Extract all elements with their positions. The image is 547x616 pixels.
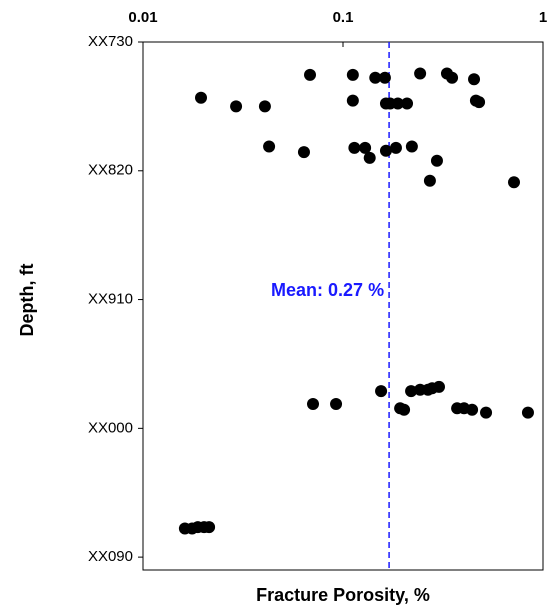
- plot-frame: [142, 41, 544, 571]
- data-point: [480, 406, 493, 419]
- data-point: [468, 73, 481, 86]
- data-point: [430, 154, 443, 167]
- y-tick-label: XX820: [88, 162, 133, 179]
- data-point: [297, 146, 310, 159]
- data-point: [466, 403, 479, 416]
- data-point: [369, 71, 382, 84]
- data-point: [263, 140, 276, 153]
- data-point: [307, 398, 320, 411]
- x-tick-label: 0.01: [128, 9, 157, 26]
- data-point: [346, 94, 359, 107]
- data-point: [401, 97, 414, 110]
- y-tick-label: XX090: [88, 548, 133, 565]
- data-point: [375, 385, 388, 398]
- data-point: [405, 140, 418, 153]
- data-point: [405, 385, 418, 398]
- data-point: [359, 141, 372, 154]
- x-axis-label: Fracture Porosity, %: [256, 585, 430, 605]
- data-point: [398, 403, 411, 416]
- x-tick-label: 0.1: [333, 9, 354, 26]
- data-point: [203, 521, 216, 534]
- mean-annotation: Mean: 0.27 %: [271, 280, 384, 300]
- data-point: [391, 97, 404, 110]
- data-point: [346, 68, 359, 81]
- data-point: [446, 71, 459, 84]
- data-point: [230, 100, 243, 113]
- data-point: [363, 151, 376, 164]
- data-point: [473, 96, 486, 109]
- data-point: [258, 100, 271, 113]
- data-point: [330, 398, 343, 411]
- y-tick-label: XX730: [88, 33, 133, 50]
- data-point: [379, 144, 392, 157]
- y-tick-label: XX910: [88, 291, 133, 308]
- y-axis-label: Depth, ft: [17, 264, 37, 337]
- x-tick-label: 1: [539, 9, 547, 26]
- data-point: [433, 380, 446, 393]
- data-point: [389, 141, 402, 154]
- data-point: [507, 176, 520, 189]
- data-point: [378, 71, 391, 84]
- data-point: [195, 91, 208, 104]
- data-point: [521, 406, 534, 419]
- data-point: [423, 174, 436, 187]
- data-point: [304, 68, 317, 81]
- data-point: [348, 141, 361, 154]
- y-tick-label: XX000: [88, 419, 133, 436]
- data-point: [414, 67, 427, 80]
